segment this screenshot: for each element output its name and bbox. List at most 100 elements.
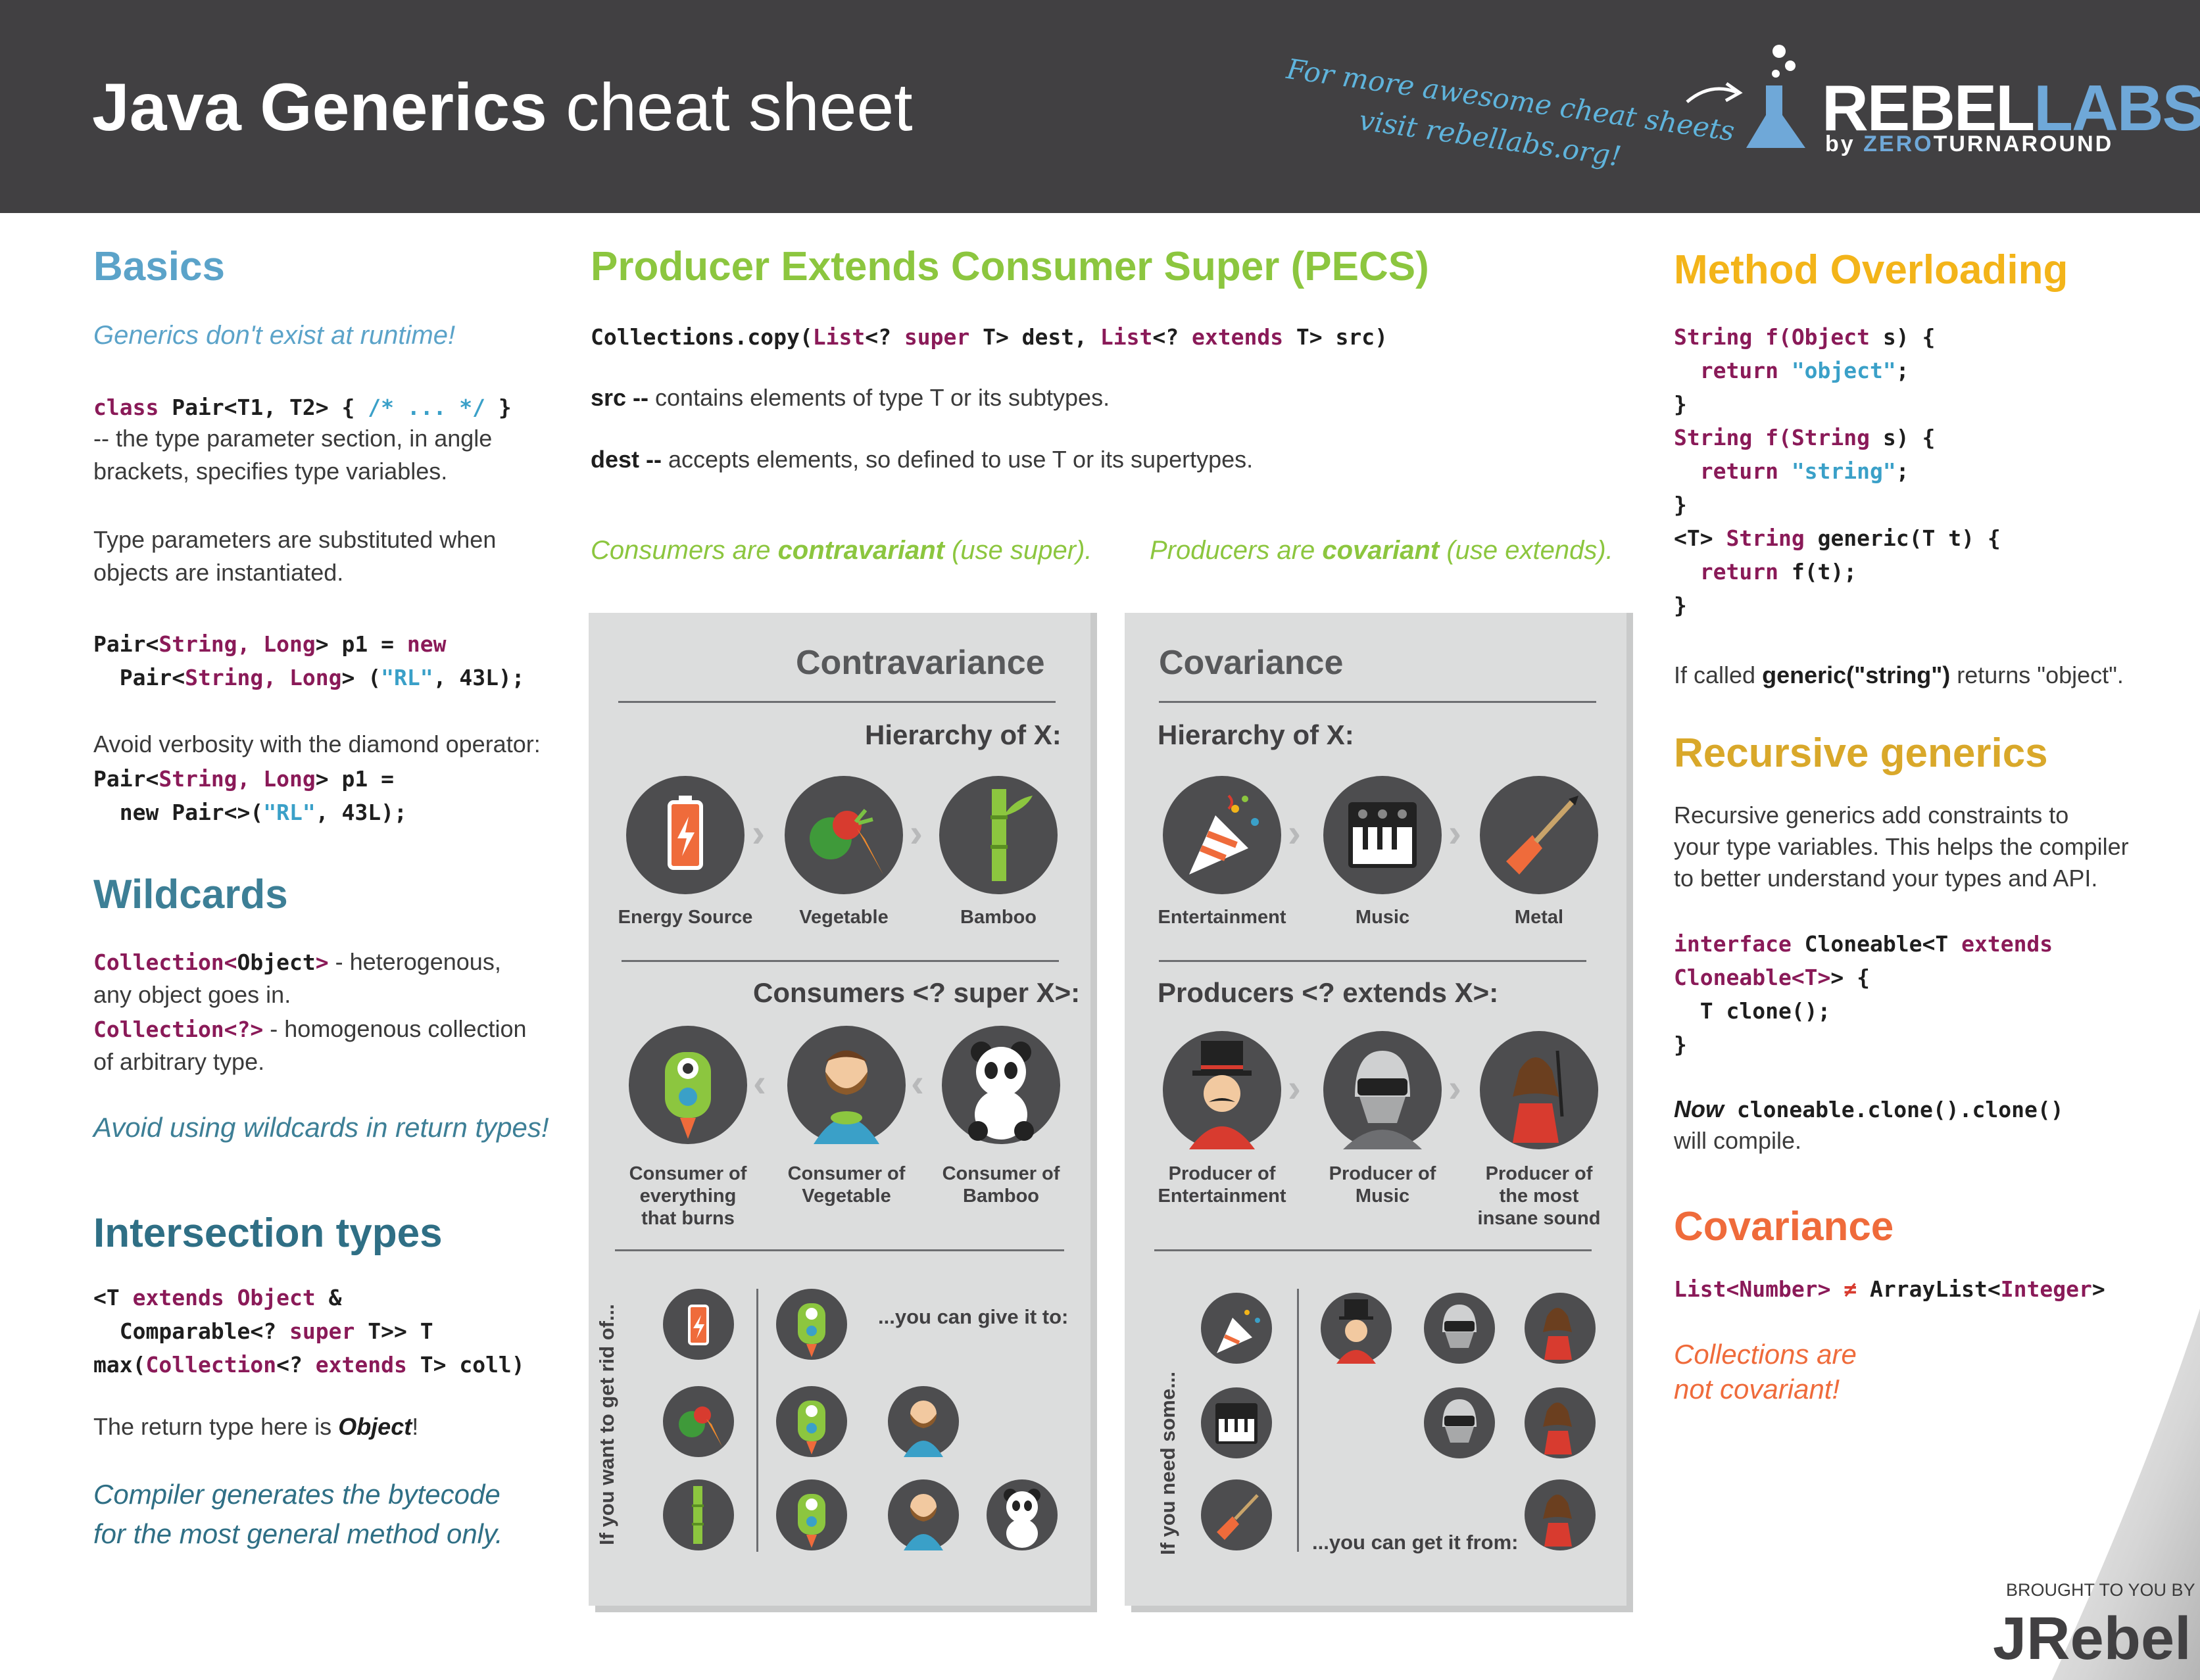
consumer-label: Consumer of Bamboo <box>929 1163 1073 1207</box>
hier-label: Vegetable <box>771 906 916 928</box>
divider <box>622 960 1059 962</box>
consumers-note: Consumers are contravariant (use super). <box>591 534 1092 567</box>
recursive-now-line: Now cloneable.clone().clone() <box>1674 1093 2064 1126</box>
overload-line-9: } <box>1674 588 1687 622</box>
chevron-right-icon: › <box>910 810 923 855</box>
recursive-text-2: your type variables. This helps the comp… <box>1674 830 2129 863</box>
synthesizer-icon <box>1323 776 1442 894</box>
pair-desc-1: -- the type parameter section, in angle <box>93 422 492 455</box>
ringmaster-small-icon <box>1321 1293 1392 1364</box>
covariance-heading: Covariance <box>1674 1203 1894 1250</box>
arrow-right-icon <box>1684 76 1749 115</box>
cova-get-label: ...you can get it from: <box>1312 1531 1518 1554</box>
bamboo-small-icon <box>663 1479 734 1550</box>
hier-label: Music <box>1310 906 1455 928</box>
cova-side-label: If you need some... <box>1156 1372 1180 1555</box>
guitar-icon <box>1480 776 1598 894</box>
producers-note: Producers are covariant (use extends). <box>1150 534 1613 567</box>
robot-consumer-small-icon <box>776 1479 847 1550</box>
subst-1: Type parameters are substituted when <box>93 523 496 556</box>
overloading-heading: Method Overloading <box>1674 247 2068 293</box>
intersection-heading: Intersection types <box>93 1210 443 1257</box>
cova-producers-label: Producers <? extends X>: <box>1158 977 1498 1009</box>
divider <box>1159 701 1596 703</box>
subst-2: objects are instantiated. <box>93 556 343 589</box>
contra-side-label: If you want to get rid of... <box>595 1304 619 1545</box>
energy-source-small-icon <box>663 1289 734 1360</box>
hier-label: Metal <box>1467 906 1611 928</box>
wildcard-unbounded-desc: of arbitrary type. <box>93 1045 264 1078</box>
helmet-musician-icon <box>1323 1031 1442 1149</box>
chevron-right-icon: › <box>1448 810 1461 855</box>
intersection-line-3: max(Collection<? extends T> coll) <box>93 1348 525 1381</box>
vertical-divider <box>1297 1289 1299 1552</box>
copy-signature: Collections.copy(List<? super T> dest, L… <box>591 320 1388 354</box>
chevron-right-icon: › <box>752 810 765 855</box>
helmet-musician-small-icon <box>1424 1293 1495 1364</box>
overload-line-1: String f(Object s) { <box>1674 320 1935 354</box>
energy-source-icon <box>626 776 745 894</box>
jrebel-logo[interactable]: JRebel <box>1993 1604 2191 1673</box>
basics-heading: Basics <box>93 243 225 290</box>
hier-label: Bamboo <box>926 906 1071 928</box>
overload-line-3: } <box>1674 387 1687 421</box>
divider <box>1154 1249 1592 1251</box>
bamboo-icon <box>939 776 1058 894</box>
wildcard-unbounded-line: Collection<?> - homogenous collection <box>93 1013 527 1046</box>
chevron-right-icon: › <box>1288 810 1301 855</box>
pecs-heading: Producer Extends Consumer Super (PECS) <box>591 243 1429 290</box>
rock-singer-small-icon <box>1525 1479 1596 1550</box>
rock-singer-small-icon <box>1525 1387 1596 1458</box>
hier-label: Energy Source <box>613 906 758 928</box>
wildcard-object-desc: any object goes in. <box>93 978 291 1011</box>
hier-label: Entertainment <box>1150 906 1294 928</box>
rebellabs-flask-icon <box>1743 39 1815 158</box>
vertical-divider <box>756 1289 758 1552</box>
overload-line-7: <T> String generic(T t) { <box>1674 521 2001 555</box>
divider <box>1159 960 1586 962</box>
intersection-line-1: <T extends Object & <box>93 1281 342 1314</box>
panda-icon <box>942 1026 1060 1144</box>
chevron-left-icon: ‹ <box>753 1060 766 1105</box>
pair-new-line-2: Pair<String, Long> ("RL", 43L); <box>93 661 525 694</box>
diamond-text: Avoid verbosity with the diamond operato… <box>93 728 541 761</box>
consumer-label: Consumer of Vegetable <box>774 1163 919 1207</box>
vegetable-small-icon <box>663 1386 734 1457</box>
recursive-text-1: Recursive generics add constraints to <box>1674 799 2068 832</box>
chevron-right-icon: › <box>1448 1065 1461 1111</box>
helmet-musician-small-icon <box>1424 1387 1495 1458</box>
covariance-panel-heading: Covariance <box>1159 643 1343 683</box>
chevron-left-icon: ‹ <box>911 1060 924 1105</box>
panda-small-icon <box>987 1479 1058 1550</box>
producer-label: Producer of Entertainment <box>1150 1163 1294 1207</box>
man-eating-small-icon <box>888 1386 959 1457</box>
wildcards-heading: Wildcards <box>93 871 288 918</box>
party-popper-icon <box>1163 776 1281 894</box>
contravariance-heading: Contravariance <box>796 643 1045 683</box>
synthesizer-small-icon <box>1201 1387 1272 1458</box>
diamond-line-1: Pair<String, Long> p1 = <box>93 762 394 796</box>
recursive-code-3: T clone(); <box>1674 994 1830 1028</box>
recursive-code-2: Cloneable<T>> { <box>1674 961 1870 994</box>
pair-class-code: class Pair<T1, T2> { /* ... */ } <box>93 391 512 424</box>
basics-tagline: Generics don't exist at runtime! <box>93 319 455 352</box>
contra-consumers-label: Consumers <? super X>: <box>753 977 1080 1009</box>
rock-singer-small-icon <box>1525 1293 1596 1364</box>
robot-consumer-icon <box>629 1026 747 1144</box>
wildcards-tip: Avoid using wildcards in return types! <box>93 1111 549 1144</box>
man-eating-small-icon <box>888 1479 959 1550</box>
dest-desc: dest -- accepts elements, so defined to … <box>591 443 1253 476</box>
src-desc: src -- contains elements of type T or it… <box>591 381 1110 414</box>
recursive-text-3: to better understand your types and API. <box>1674 862 2097 895</box>
pair-new-line-1: Pair<String, Long> p1 = new <box>93 627 446 661</box>
vegetable-icon <box>785 776 903 894</box>
intersection-line-2: Comparable<? super T>> T <box>93 1314 433 1348</box>
overload-line-8: return f(t); <box>1674 555 1857 588</box>
overload-line-5: return "string"; <box>1674 454 1909 488</box>
recursive-code-4: } <box>1674 1028 1687 1061</box>
robot-consumer-small-icon <box>776 1289 847 1360</box>
overload-line-6: } <box>1674 488 1687 521</box>
pair-desc-2: brackets, specifies type variables. <box>93 455 447 488</box>
consumer-label: Consumer of everything that burns <box>616 1163 760 1230</box>
intersection-tip-2: for the most general method only. <box>93 1518 503 1550</box>
